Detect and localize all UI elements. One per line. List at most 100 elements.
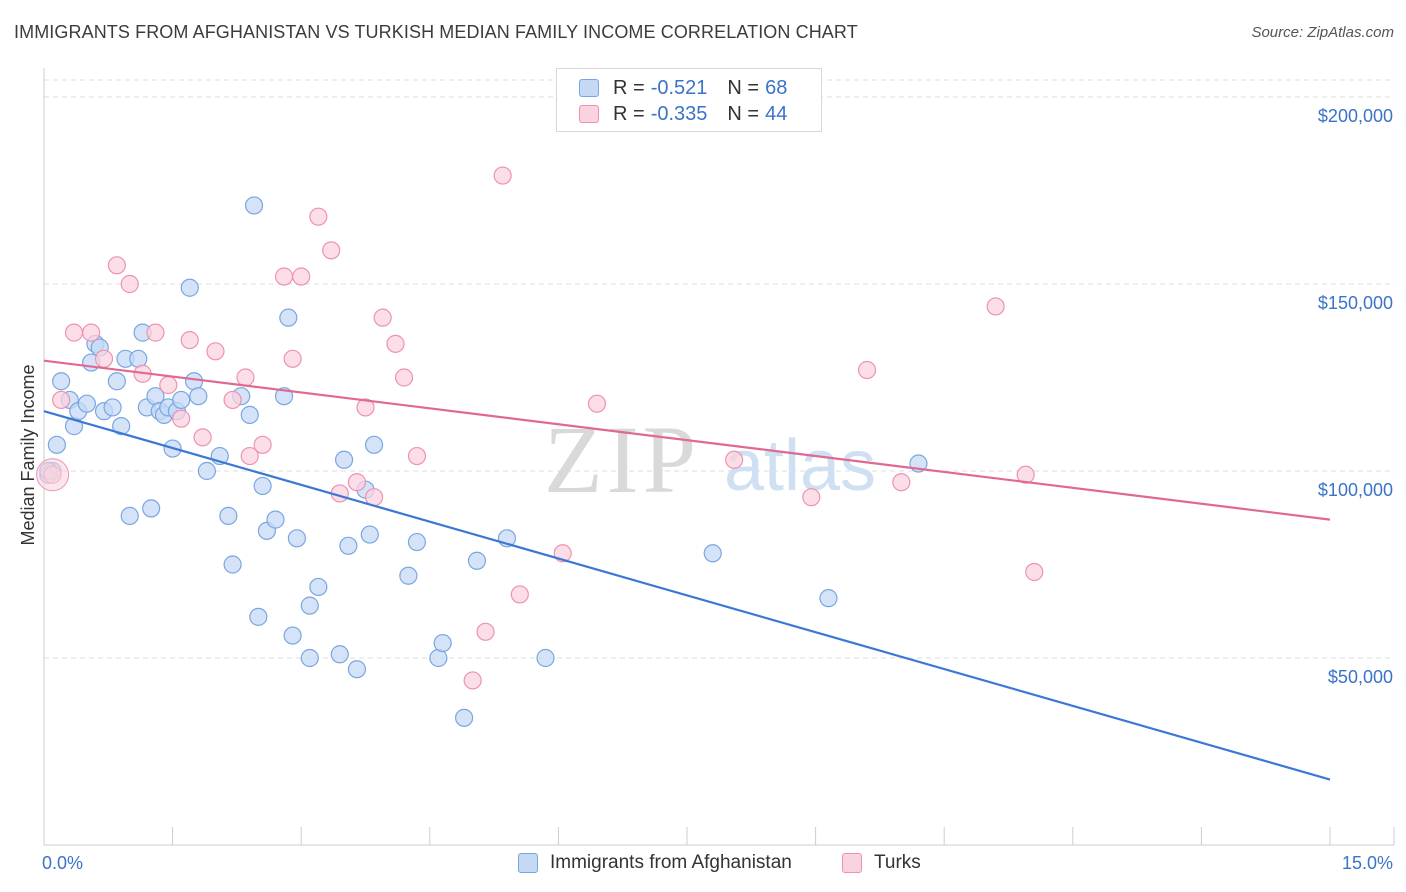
legend-n-value: 68 [765, 76, 788, 99]
trend-line-turks [43, 359, 1331, 521]
point-afghanistan [142, 499, 161, 518]
point-turks [146, 323, 165, 342]
point-afghanistan [120, 506, 139, 525]
point-turks [493, 166, 512, 185]
point-afghanistan [197, 461, 216, 481]
point-turks [356, 398, 375, 417]
point-afghanistan [266, 510, 285, 529]
legend-swatch-afghanistan [579, 79, 599, 97]
series-legend: Immigrants from Afghanistan Turks [0, 852, 1406, 878]
point-afghanistan [407, 532, 427, 552]
point-afghanistan [107, 372, 126, 391]
point-afghanistan [249, 607, 268, 626]
point-turks [180, 331, 199, 350]
point-turks [223, 390, 242, 410]
trend-lines [43, 359, 1331, 781]
point-turks [94, 349, 114, 368]
point-turks [407, 446, 427, 466]
point-turks [373, 308, 392, 327]
point-afghanistan [536, 648, 555, 668]
point-afghanistan [129, 349, 148, 368]
point-afghanistan [189, 387, 208, 406]
point-afghanistan [112, 417, 131, 436]
point-turks [107, 256, 126, 275]
point-afghanistan [399, 566, 418, 585]
point-afghanistan [429, 648, 448, 668]
point-turks [394, 368, 414, 387]
trend-line-afghanistan [43, 410, 1331, 781]
y-tick-label: $100,000 [1318, 480, 1393, 500]
legend-item-turks[interactable]: Turks [842, 852, 921, 874]
legend-n-label: N = [727, 102, 760, 125]
point-turks [292, 267, 311, 286]
legend-r-label: R = [613, 76, 645, 99]
legend-swatch-afghanistan [518, 853, 538, 873]
point-afghanistan [360, 525, 379, 544]
point-afghanistan [180, 278, 199, 297]
point-turks [986, 297, 1005, 316]
y-axis-title: Median Family Income [18, 364, 38, 545]
point-turks [386, 334, 405, 353]
point-afghanistan [309, 577, 328, 597]
point-afghanistan [240, 405, 259, 424]
point-afghanistan [103, 398, 122, 417]
x-tick-label-max: 15.0% [1342, 853, 1393, 873]
point-turks [274, 267, 294, 286]
legend-label-afghanistan: Immigrants from Afghanistan [550, 852, 792, 873]
point-afghanistan [334, 450, 354, 469]
point-turks [322, 241, 341, 260]
legend-item-afghanistan[interactable]: Immigrants from Afghanistan [518, 852, 792, 874]
y-tick-label: $150,000 [1318, 293, 1393, 313]
point-afghanistan [364, 435, 384, 454]
y-tick-label: $200,000 [1318, 106, 1393, 126]
point-afghanistan [433, 633, 452, 653]
source-label: Source: ZipAtlas.com [1251, 24, 1394, 41]
point-turks [725, 450, 744, 469]
stats-legend: R = -0.521 N = 68 R = -0.335 N = 44 [556, 68, 822, 132]
legend-row-afghanistan: R = -0.521 N = 68 [579, 76, 787, 100]
legend-r-label: R = [613, 102, 645, 125]
point-afghanistan [253, 476, 272, 496]
point-turks [892, 473, 911, 492]
point-turks [463, 671, 482, 690]
legend-r-value: -0.521 [650, 76, 708, 99]
point-turks [347, 473, 367, 492]
axes [43, 68, 1395, 846]
legend-swatch-turks [842, 853, 862, 873]
watermark: ZIP atlas [544, 406, 876, 513]
point-turks [172, 409, 191, 428]
point-afghanistan [330, 645, 349, 664]
point-afghanistan [283, 626, 302, 645]
point-turks [52, 390, 71, 410]
point-afghanistan [300, 596, 319, 615]
point-afghanistan [47, 435, 66, 454]
legend-label-turks: Turks [874, 852, 921, 873]
x-tick-label-min: 0.0% [42, 853, 83, 873]
point-afghanistan [339, 536, 358, 555]
point-afghanistan [219, 506, 238, 525]
point-turks [82, 323, 101, 342]
point-turks [240, 446, 259, 466]
point-afghanistan [454, 708, 474, 727]
point-turks [309, 207, 328, 226]
point-turks [193, 428, 212, 447]
point-turks [283, 349, 302, 368]
legend-n-value: 44 [765, 102, 788, 125]
point-turks [64, 323, 84, 342]
legend-swatch-turks [579, 105, 599, 123]
y-tick-label: $50,000 [1328, 667, 1393, 687]
point-turks [587, 394, 607, 413]
point-afghanistan [347, 660, 367, 679]
point-afghanistan [279, 308, 298, 327]
point-turks [1016, 465, 1035, 484]
point-afghanistan [244, 196, 264, 215]
point-turks [206, 342, 225, 361]
point-afghanistan [467, 551, 487, 570]
watermark-atlas: atlas [724, 426, 876, 506]
point-afghanistan [52, 372, 71, 391]
point-turks [510, 585, 529, 604]
point-afghanistan [300, 648, 319, 668]
axis-labels: $50,000 $100,000 $150,000 $200,000 0.0% 15.0% [42, 106, 1393, 873]
point-afghanistan [172, 390, 191, 410]
